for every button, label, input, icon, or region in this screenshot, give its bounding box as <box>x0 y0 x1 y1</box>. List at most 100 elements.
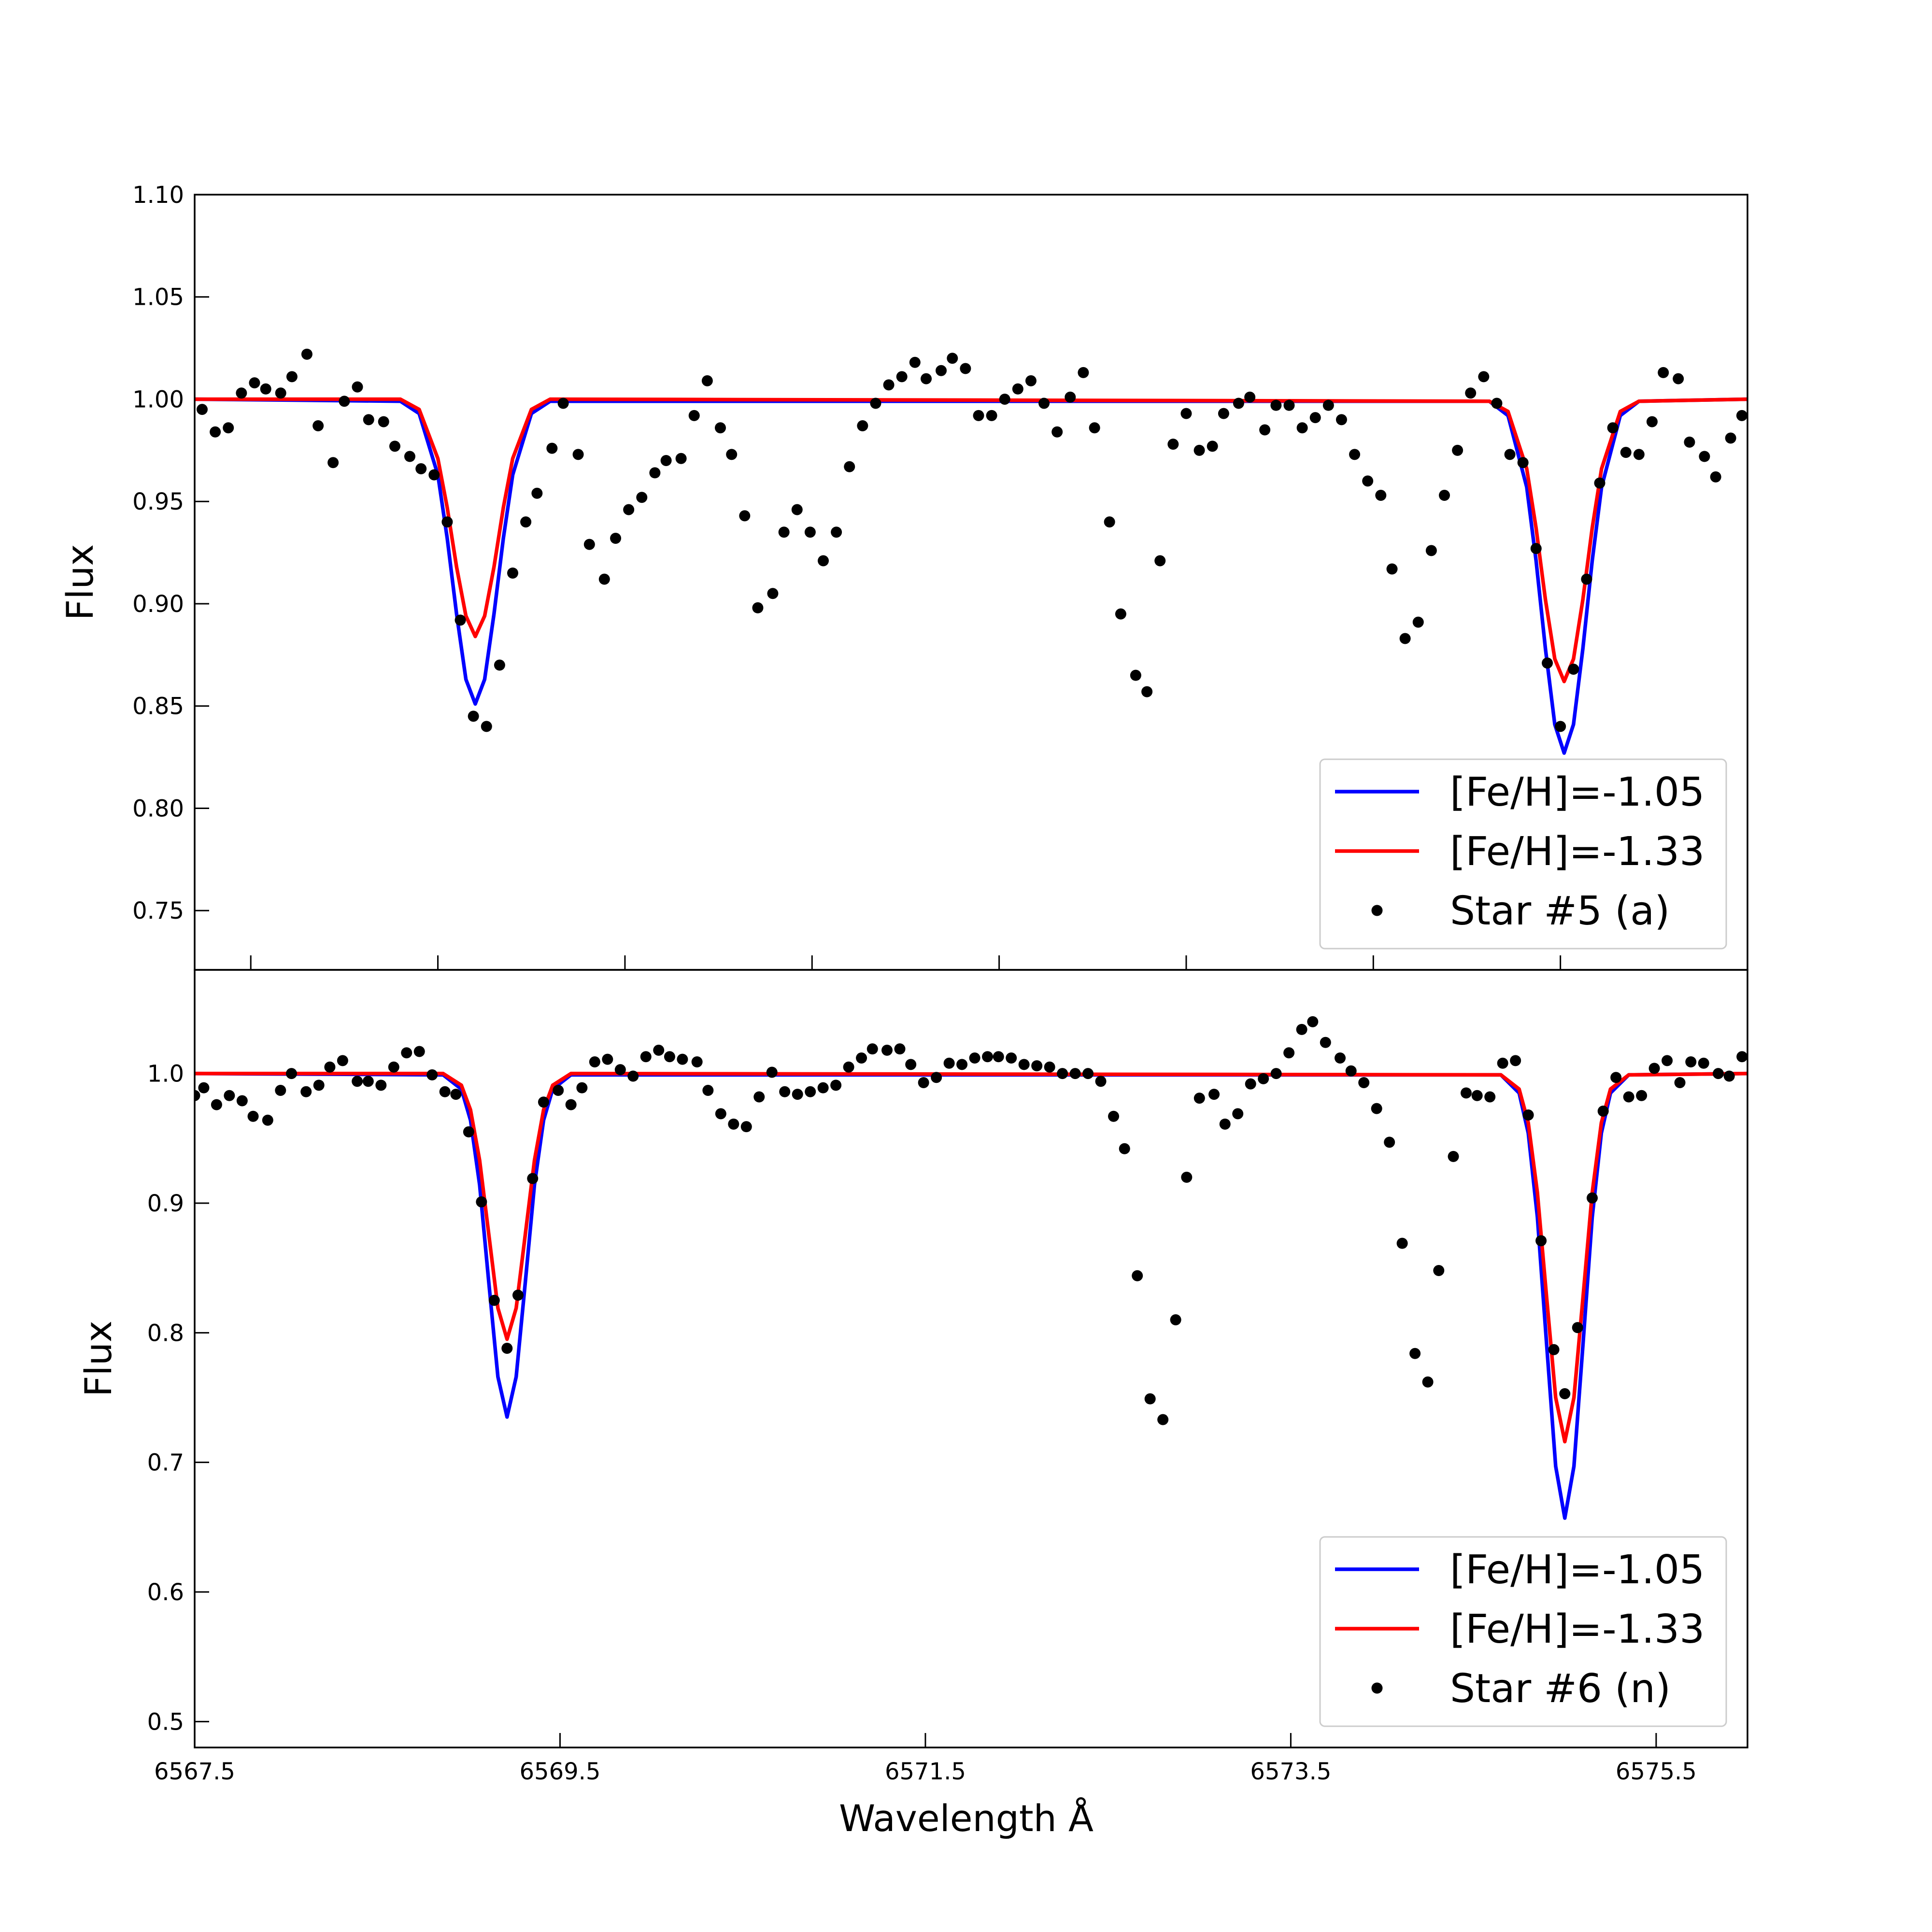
data-point <box>401 1047 412 1059</box>
data-point <box>553 1085 564 1096</box>
data-point <box>388 1061 399 1073</box>
data-point <box>1108 1110 1120 1122</box>
data-point <box>921 373 932 384</box>
data-point <box>715 1108 726 1120</box>
data-point <box>1636 1090 1648 1101</box>
data-point <box>531 487 543 499</box>
data-point <box>1452 444 1463 456</box>
data-point <box>362 1076 374 1087</box>
data-point <box>1648 1063 1660 1074</box>
data-point <box>1219 1118 1231 1130</box>
legend-label: Star #6 (n) <box>1450 1666 1671 1712</box>
data-point <box>313 1080 325 1091</box>
data-point <box>1104 516 1115 528</box>
data-point <box>1658 367 1669 378</box>
data-point <box>1542 657 1553 669</box>
data-point <box>640 1051 652 1063</box>
data-point <box>455 614 466 626</box>
data-point <box>1674 1077 1686 1088</box>
data-point <box>476 1196 487 1208</box>
data-point <box>894 1043 906 1055</box>
y-axis-label: Flux <box>58 544 101 621</box>
data-point <box>1170 1314 1181 1325</box>
data-point <box>1396 1237 1408 1249</box>
data-point <box>301 348 313 360</box>
y-tick-label: 0.5 <box>147 1708 184 1735</box>
data-point <box>1018 1059 1030 1070</box>
data-point <box>675 453 687 464</box>
data-point <box>1270 399 1282 411</box>
y-tick-label: 0.95 <box>132 488 184 515</box>
data-point <box>375 1080 387 1091</box>
data-point <box>1144 1393 1156 1405</box>
y-tick-label: 0.75 <box>132 897 184 924</box>
data-point <box>1218 408 1229 419</box>
data-point <box>1597 1105 1609 1117</box>
data-point <box>463 1126 474 1137</box>
x-tick-label: 6575.5 <box>1616 1758 1697 1785</box>
data-point <box>1461 1087 1472 1099</box>
data-point <box>1497 1057 1508 1069</box>
data-point <box>1646 416 1658 427</box>
data-point <box>1349 449 1361 460</box>
data-point <box>1115 608 1126 620</box>
data-point <box>1044 1061 1055 1073</box>
data-point <box>896 371 908 383</box>
data-point <box>1082 1068 1094 1080</box>
data-point <box>1510 1055 1521 1066</box>
data-point <box>653 1044 665 1056</box>
plot-area <box>195 348 1747 755</box>
data-point <box>1154 555 1166 567</box>
data-point <box>1180 408 1192 419</box>
data-point <box>1065 391 1076 403</box>
data-point <box>1633 449 1645 460</box>
data-point <box>1130 669 1141 681</box>
data-point <box>623 504 635 515</box>
data-point <box>439 1086 451 1097</box>
data-point <box>960 363 971 374</box>
data-point <box>249 377 260 389</box>
data-point <box>275 1085 286 1096</box>
data-point <box>337 1055 348 1066</box>
data-point <box>830 1080 842 1091</box>
data-point <box>857 420 868 432</box>
data-point <box>1610 1072 1622 1083</box>
data-point <box>1522 1109 1534 1121</box>
data-point <box>867 1043 878 1055</box>
data-point <box>450 1089 462 1100</box>
data-point <box>538 1096 549 1108</box>
data-point <box>324 1061 336 1073</box>
data-point <box>1623 1091 1634 1103</box>
legend-label: [Fe/H]=-1.33 <box>1450 829 1705 875</box>
data-point <box>1207 440 1218 452</box>
y-tick-label: 0.90 <box>132 591 184 618</box>
data-point <box>210 426 221 438</box>
data-point <box>1283 1047 1295 1059</box>
data-point <box>1399 633 1411 644</box>
data-point <box>1535 1235 1547 1247</box>
data-point <box>520 516 532 528</box>
data-point <box>1232 1108 1244 1120</box>
data-point <box>285 1068 297 1080</box>
data-point <box>1581 573 1592 585</box>
legend-swatch <box>1371 905 1383 916</box>
data-point <box>1031 1060 1043 1072</box>
data-point <box>701 375 713 386</box>
data-point <box>1673 373 1684 384</box>
data-point <box>1685 1056 1697 1068</box>
data-point <box>688 410 700 421</box>
data-point <box>1132 1270 1143 1281</box>
data-point <box>1095 1076 1107 1087</box>
data-point <box>1471 1090 1483 1101</box>
data-point <box>792 1089 803 1100</box>
data-point <box>1587 1192 1598 1204</box>
data-point <box>378 416 389 427</box>
data-point <box>1465 387 1477 399</box>
data-point <box>986 410 997 421</box>
data-point <box>1335 414 1347 426</box>
data-point <box>726 449 738 460</box>
data-point <box>527 1173 539 1184</box>
data-point <box>260 383 271 395</box>
data-point <box>691 1056 703 1068</box>
